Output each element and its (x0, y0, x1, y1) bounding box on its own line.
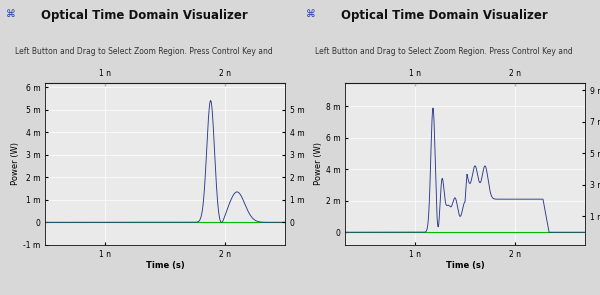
Text: ⌘: ⌘ (306, 9, 316, 19)
Y-axis label: Power (W): Power (W) (11, 142, 20, 185)
X-axis label: Time (s): Time (s) (146, 261, 184, 271)
Text: Left Button and Drag to Select Zoom Region. Press Control Key and: Left Button and Drag to Select Zoom Regi… (15, 47, 273, 56)
Y-axis label: Power (W): Power (W) (314, 142, 323, 185)
Text: ⌘: ⌘ (6, 9, 16, 19)
Text: Optical Time Domain Visualizer: Optical Time Domain Visualizer (41, 9, 247, 22)
Text: Optical Time Domain Visualizer: Optical Time Domain Visualizer (341, 9, 547, 22)
X-axis label: Time (s): Time (s) (446, 261, 484, 271)
Text: Left Button and Drag to Select Zoom Region. Press Control Key and: Left Button and Drag to Select Zoom Regi… (315, 47, 573, 56)
